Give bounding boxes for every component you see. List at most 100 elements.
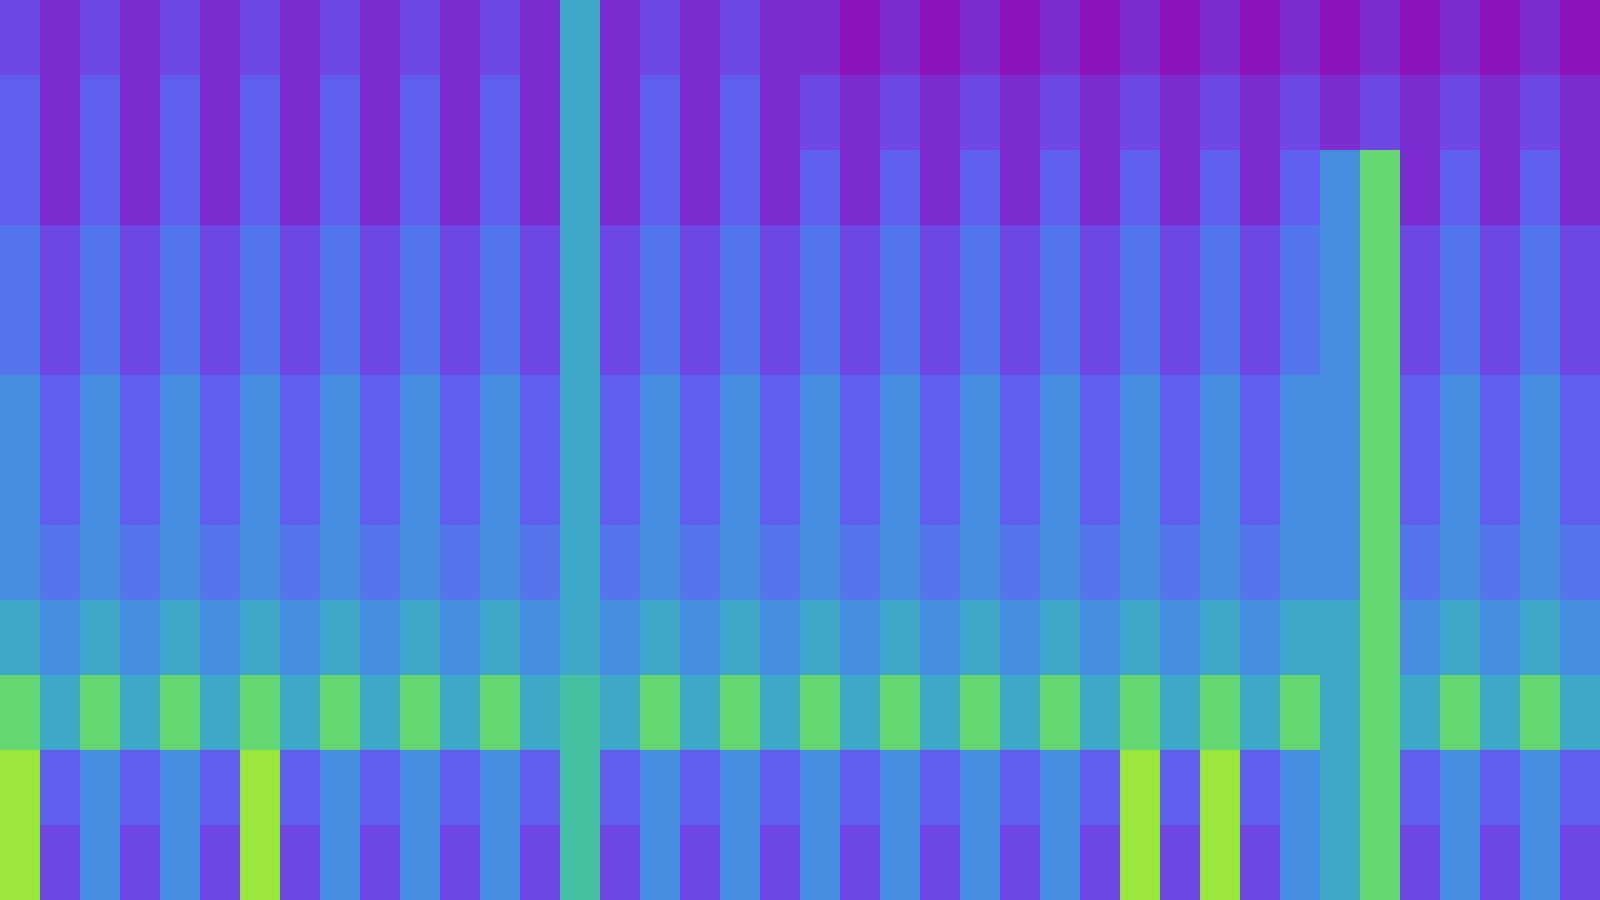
cell [880, 825, 921, 900]
cell [880, 150, 921, 226]
cell [1480, 300, 1521, 376]
cell [1480, 375, 1521, 451]
cell [360, 225, 401, 301]
cell [120, 150, 161, 226]
cell [1160, 450, 1201, 526]
cell [1480, 0, 1521, 76]
cell [320, 75, 361, 151]
cell [40, 375, 81, 451]
cell [160, 75, 201, 151]
cell [1360, 0, 1401, 76]
cell [400, 75, 441, 151]
cell [840, 375, 881, 451]
cell [960, 750, 1001, 826]
cell [440, 675, 481, 751]
cell [1480, 525, 1521, 601]
cell [1040, 825, 1081, 900]
cell [1080, 375, 1121, 451]
cell [720, 375, 761, 451]
cell [1240, 675, 1281, 751]
cell [1360, 525, 1401, 601]
cell [120, 675, 161, 751]
cell [1360, 450, 1401, 526]
cell [1280, 375, 1321, 451]
cell [560, 150, 601, 226]
cell [440, 450, 481, 526]
cell [480, 375, 521, 451]
cell [720, 600, 761, 676]
cell [240, 525, 281, 601]
cell [480, 525, 521, 601]
cell [640, 825, 681, 900]
cell [0, 150, 41, 226]
cell [600, 450, 641, 526]
cell [1520, 225, 1561, 301]
cell [840, 0, 881, 76]
cell [760, 0, 801, 76]
cell [1520, 825, 1561, 900]
cell [880, 525, 921, 601]
cell [280, 450, 321, 526]
cell [160, 675, 201, 751]
cell [280, 150, 321, 226]
cell [760, 150, 801, 226]
cell [120, 525, 161, 601]
cell [680, 300, 721, 376]
cell [520, 150, 561, 226]
cell [1480, 450, 1521, 526]
cell [0, 300, 41, 376]
cell [720, 525, 761, 601]
cell [1400, 300, 1441, 376]
cell [840, 675, 881, 751]
cell [520, 675, 561, 751]
cell [1080, 825, 1121, 900]
cell [1320, 225, 1361, 301]
cell [1480, 675, 1521, 751]
cell [720, 675, 761, 751]
cell [1200, 825, 1241, 900]
cell [680, 150, 721, 226]
cell [280, 750, 321, 826]
cell [800, 750, 841, 826]
cell [800, 75, 841, 151]
cell [360, 750, 401, 826]
cell [120, 0, 161, 76]
cell [1000, 150, 1041, 226]
cell [880, 75, 921, 151]
cell [1200, 675, 1241, 751]
cell [1240, 375, 1281, 451]
cell [1440, 825, 1481, 900]
cell [1280, 750, 1321, 826]
cell [480, 0, 521, 76]
cell [0, 225, 41, 301]
cell [360, 825, 401, 900]
cell [1440, 375, 1481, 451]
cell [200, 525, 241, 601]
cell [240, 450, 281, 526]
cell [1520, 300, 1561, 376]
cells [0, 0, 1600, 900]
cell [920, 675, 961, 751]
cell [400, 525, 441, 601]
cell [1000, 525, 1041, 601]
cell [1040, 0, 1081, 76]
cell [280, 525, 321, 601]
cell [920, 600, 961, 676]
cell [1520, 525, 1561, 601]
cell [600, 375, 641, 451]
cell [1560, 525, 1600, 601]
cell [1360, 825, 1401, 900]
cell [480, 300, 521, 376]
cell [840, 150, 881, 226]
cell [640, 150, 681, 226]
cell [840, 750, 881, 826]
cell [680, 675, 721, 751]
cell [1120, 750, 1161, 826]
cell [440, 825, 481, 900]
cell [320, 375, 361, 451]
cell [80, 675, 121, 751]
cell [120, 375, 161, 451]
cell [80, 375, 121, 451]
cell [480, 675, 521, 751]
cell [0, 450, 41, 526]
